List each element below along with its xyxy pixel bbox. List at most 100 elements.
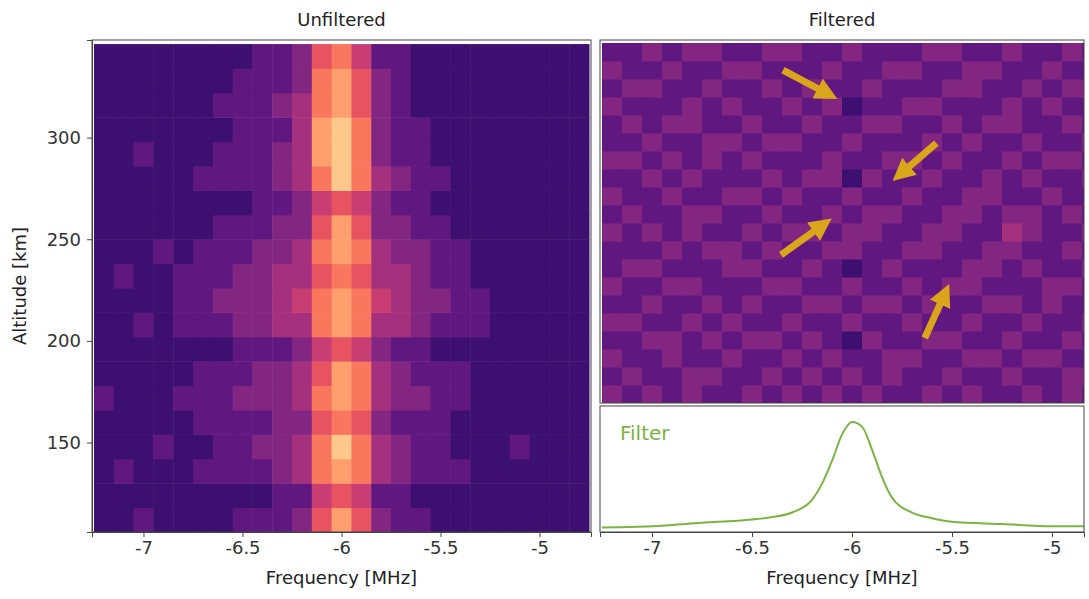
cell <box>982 43 1003 62</box>
cell <box>431 459 451 484</box>
y-tick-label: 200 <box>47 330 81 351</box>
line-layer <box>602 422 1084 527</box>
cell <box>962 97 983 116</box>
cell <box>782 349 803 368</box>
cell <box>252 190 272 215</box>
cell <box>193 483 213 508</box>
cell <box>173 190 193 215</box>
cell <box>702 151 723 170</box>
cell <box>862 259 883 278</box>
cell <box>1062 151 1083 170</box>
cell <box>942 331 963 350</box>
cell <box>94 483 114 508</box>
cell <box>802 115 823 134</box>
cell <box>213 337 233 362</box>
cell <box>431 190 451 215</box>
cell <box>682 187 703 206</box>
cell <box>193 410 213 435</box>
cell <box>662 187 683 206</box>
cell <box>233 337 253 362</box>
cell <box>962 61 983 80</box>
cell <box>622 241 643 260</box>
cell <box>762 241 783 260</box>
cell <box>272 117 292 142</box>
cell <box>292 93 312 118</box>
cell <box>134 264 154 289</box>
cell <box>252 386 272 411</box>
cell <box>1062 259 1083 278</box>
cell <box>602 169 623 188</box>
cell <box>662 61 683 80</box>
cell <box>722 349 743 368</box>
cell <box>902 79 923 98</box>
cell <box>1022 43 1043 62</box>
y-axis-title: Altitude [km] <box>9 227 30 345</box>
cell <box>332 459 352 484</box>
cell <box>391 166 411 191</box>
cell <box>470 93 490 118</box>
cell <box>602 349 623 368</box>
cell <box>962 349 983 368</box>
cell <box>549 142 569 167</box>
cell <box>153 508 173 532</box>
cell <box>134 312 154 337</box>
cell <box>153 215 173 240</box>
cell <box>1022 187 1043 206</box>
cell <box>922 43 943 62</box>
cell <box>371 44 391 69</box>
cell <box>391 483 411 508</box>
cell <box>530 361 550 386</box>
cell <box>682 151 703 170</box>
cell <box>742 259 763 278</box>
cell <box>351 142 371 167</box>
cell <box>682 313 703 332</box>
cell <box>782 259 803 278</box>
cell <box>862 187 883 206</box>
cell <box>822 223 843 242</box>
cell <box>902 259 923 278</box>
cell <box>530 239 550 264</box>
cell <box>642 97 663 116</box>
y-axis-line <box>87 41 93 533</box>
cell <box>233 508 253 532</box>
cell <box>411 239 431 264</box>
x-tick-label: -7 <box>644 537 662 558</box>
cell <box>922 259 943 278</box>
cell <box>702 43 723 62</box>
cell <box>94 337 114 362</box>
cell <box>292 386 312 411</box>
cell <box>722 259 743 278</box>
cell <box>642 133 663 152</box>
cell <box>94 215 114 240</box>
cell <box>1002 115 1023 134</box>
cell <box>193 459 213 484</box>
cell <box>902 43 923 62</box>
cell <box>114 434 134 459</box>
cell <box>233 361 253 386</box>
cell <box>642 313 663 332</box>
cell <box>332 215 352 240</box>
cell <box>193 117 213 142</box>
x-tick-label: -5 <box>531 537 549 558</box>
cell <box>662 259 683 278</box>
cell <box>351 44 371 69</box>
arrow <box>783 70 828 94</box>
cell <box>470 190 490 215</box>
cell <box>842 61 863 80</box>
cell <box>490 361 510 386</box>
cell <box>193 386 213 411</box>
cell <box>470 434 490 459</box>
cell <box>902 133 923 152</box>
cell <box>882 169 903 188</box>
cell <box>1042 205 1063 224</box>
cell <box>762 43 783 62</box>
cell <box>233 142 253 167</box>
plot-frame <box>92 40 591 532</box>
cell <box>1062 43 1083 62</box>
cell <box>272 93 292 118</box>
x-axis: -7-6.5-6-5.5-5 <box>601 532 1085 558</box>
cell <box>490 459 510 484</box>
cell <box>411 215 431 240</box>
cell <box>470 239 490 264</box>
cell <box>702 169 723 188</box>
